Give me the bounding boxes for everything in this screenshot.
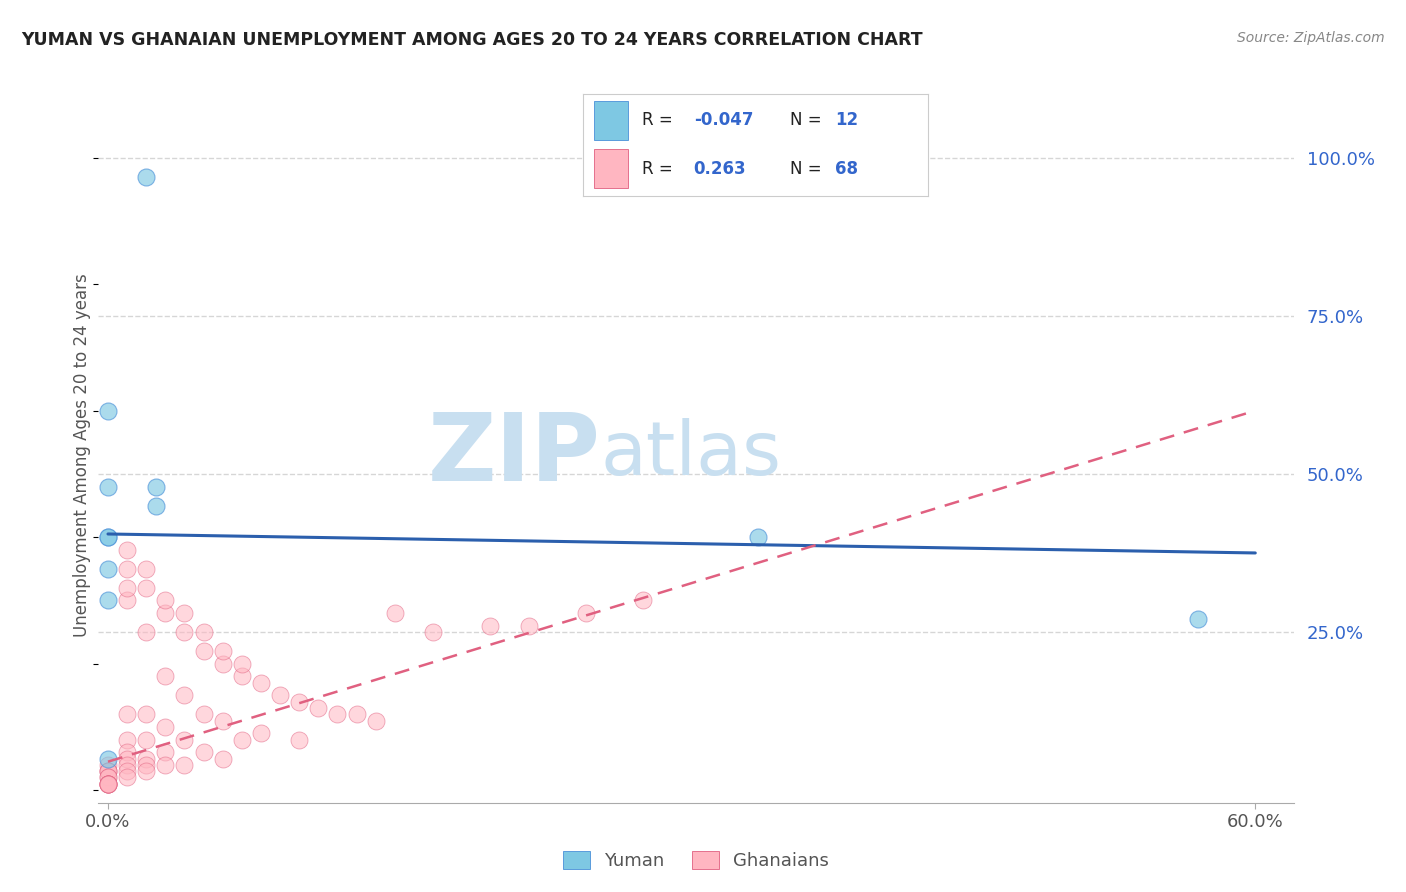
Point [1187,612,1209,626]
Point [231,657,253,671]
Point [97,530,120,544]
Point [97,764,120,779]
Y-axis label: Unemployment Among Ages 20 to 24 years: Unemployment Among Ages 20 to 24 years [73,273,91,637]
Text: R =: R = [643,112,673,129]
Point [211,644,233,658]
Point [575,606,598,620]
Point [364,714,387,728]
Point [115,707,138,722]
Text: 68: 68 [835,160,858,178]
Legend: Yuman, Ghanaians: Yuman, Ghanaians [555,844,837,877]
Point [115,771,138,785]
Point [115,581,138,595]
Point [135,581,157,595]
Point [97,771,120,785]
Text: R =: R = [643,160,673,178]
Point [231,669,253,683]
Point [97,777,120,791]
Point [517,618,540,632]
Point [155,757,177,772]
Point [479,618,502,632]
Point [135,169,157,184]
Point [747,530,769,544]
Point [97,479,120,493]
Point [115,745,138,759]
Point [135,764,157,779]
Point [211,714,233,728]
Point [288,695,311,709]
Point [97,764,120,779]
Point [135,751,157,765]
Point [97,764,120,779]
Text: N =: N = [790,160,821,178]
Point [193,745,215,759]
Point [155,606,177,620]
Point [115,732,138,747]
Point [97,777,120,791]
Point [211,657,233,671]
Point [97,562,120,576]
Text: N =: N = [790,112,821,129]
Point [135,707,157,722]
Point [97,777,120,791]
Point [155,593,177,607]
Point [173,732,195,747]
Text: Source: ZipAtlas.com: Source: ZipAtlas.com [1237,31,1385,45]
Point [193,707,215,722]
Point [115,562,138,576]
Point [97,777,120,791]
Point [288,732,311,747]
Point [384,606,406,620]
Point [135,562,157,576]
Point [211,751,233,765]
Point [97,593,120,607]
Point [193,644,215,658]
Point [97,403,120,417]
Point [115,764,138,779]
Point [135,757,157,772]
Point [97,777,120,791]
Point [115,593,138,607]
Bar [593,149,628,188]
Bar [593,101,628,140]
Point [115,751,138,765]
Point [145,479,167,493]
Text: YUMAN VS GHANAIAN UNEMPLOYMENT AMONG AGES 20 TO 24 YEARS CORRELATION CHART: YUMAN VS GHANAIAN UNEMPLOYMENT AMONG AGE… [21,31,922,49]
Text: -0.047: -0.047 [693,112,754,129]
Point [173,625,195,640]
Point [97,530,120,544]
Point [173,757,195,772]
Point [326,707,349,722]
Point [97,771,120,785]
Point [633,593,655,607]
Point [97,777,120,791]
Point [135,625,157,640]
Text: 12: 12 [835,112,858,129]
Point [155,669,177,683]
Point [115,542,138,557]
Point [115,757,138,772]
Point [250,675,273,690]
Point [97,751,120,765]
Point [250,726,273,740]
Point [145,499,167,513]
Point [173,606,195,620]
Point [346,707,368,722]
Text: ZIP: ZIP [427,409,600,501]
Point [307,701,329,715]
Point [269,688,291,702]
Point [173,688,195,702]
Point [155,720,177,734]
Text: 0.263: 0.263 [693,160,747,178]
Text: atlas: atlas [600,418,782,491]
Point [422,625,444,640]
Point [193,625,215,640]
Point [135,732,157,747]
Point [155,745,177,759]
Point [231,732,253,747]
Point [97,757,120,772]
